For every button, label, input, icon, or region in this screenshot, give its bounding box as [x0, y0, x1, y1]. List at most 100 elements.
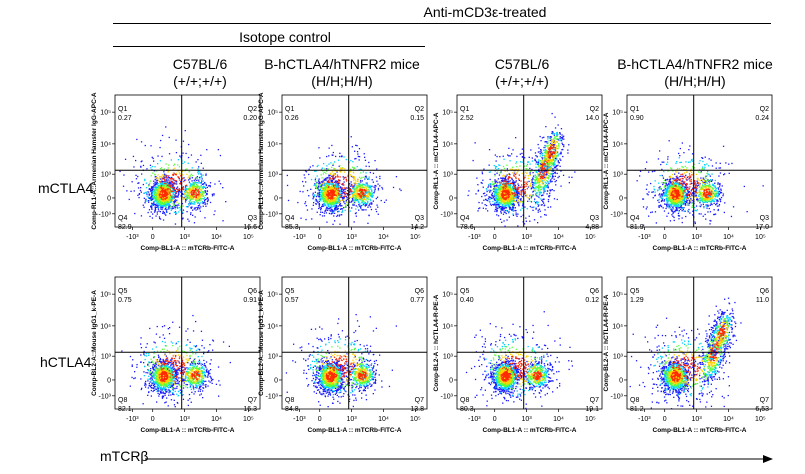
y-tick-label: 10⁵: [442, 292, 453, 299]
x-tick-label: -10³: [126, 416, 139, 423]
quadrant-name: Q5: [118, 288, 127, 295]
y-tick-label: 10⁴: [442, 323, 453, 330]
control-line: [113, 46, 425, 47]
y-tick-label: 10⁴: [100, 141, 111, 148]
flow-plot-svg: Q1 2.52 Q2 14.0 Q3 4.88 Q4 78.6 -10³ 0 10³ 10⁴ 10⁵ -1…: [433, 94, 603, 252]
column-title-4-line1: B-hCTLA4/hTNFR2 mice: [617, 56, 773, 72]
x-tick-label: 10⁴: [723, 416, 734, 423]
y-tick-label: 0: [274, 377, 278, 384]
quadrant-percent: 11.0: [756, 297, 769, 304]
treatment-line: [113, 23, 771, 24]
column-title-2-line2: (H/H;H/H): [311, 73, 373, 89]
flow-plot-svg: Q5 0.57 Q6 0.77 Q7 13.8 Q8 84.8 -10³ 0 10³ 10⁴ 10⁵ -1…: [258, 276, 428, 434]
x-tick-label: 10⁵: [755, 416, 766, 423]
quadrant-name: Q8: [630, 397, 639, 404]
y-axis-title: Comp-BL2-A::Mouse IgG1_k-PE-A: [258, 290, 265, 396]
flow-plot-svg: Q1 0.90 Q2 0.24 Q3 17.0 Q4 81.9 -10³ 0 10³ 10⁴ 10⁵ -1…: [603, 94, 773, 252]
y-tick-label: 10³: [268, 172, 279, 179]
flow-panel-r2-c4: Q5 1.29 Q6 11.0 Q7 6.53 Q8 81.2 -10³ 0 10³ 10⁴ 10⁵ -1…: [600, 276, 790, 452]
y-tick-label: 10³: [613, 172, 624, 179]
quadrant-percent: 81.2: [630, 406, 644, 413]
treatment-header: Anti-mCD3ε-treated: [423, 4, 547, 20]
quadrant-percent: 0.75: [118, 297, 132, 304]
quadrant-percent: 0.57: [285, 297, 299, 304]
quadrant-percent: 0.12: [585, 297, 599, 304]
x-tick-label: 10³: [347, 234, 358, 241]
quadrant-percent: 4.88: [585, 224, 599, 231]
x-axis-title: Comp-BL1-A :: mTCRb-FITC-A: [483, 427, 577, 434]
column-title-2: B-hCTLA4/hTNFR2 mice (H/H;H/H): [257, 56, 427, 90]
column-title-2-line1: B-hCTLA4/hTNFR2 mice: [264, 56, 420, 72]
y-tick-label: 0: [107, 195, 111, 202]
y-tick-label: 10⁵: [100, 110, 111, 117]
x-tick-label: 0: [663, 416, 667, 423]
x-tick-label: 0: [663, 234, 667, 241]
y-tick-label: 10⁵: [100, 292, 111, 299]
column-title-1-line2: (+/+;+/+): [173, 73, 227, 89]
event-cloud: [119, 126, 227, 225]
x-tick-label: 0: [151, 234, 155, 241]
quadrant-name: Q6: [760, 288, 769, 295]
plot-frame: [456, 94, 603, 228]
x-tick-label: 10⁴: [378, 234, 389, 241]
column-title-3: C57BL/6 (+/+;+/+): [437, 56, 607, 90]
column-title-3-line1: C57BL/6: [494, 56, 550, 72]
x-tick-label: 10⁴: [723, 234, 734, 241]
quadrant-name: Q8: [460, 397, 469, 404]
quadrant-percent: 0.20: [243, 115, 257, 122]
x-tick-label: 10³: [692, 234, 703, 241]
quadrant-name: Q3: [760, 215, 769, 222]
y-tick-label: 10⁵: [442, 110, 453, 117]
quadrant-name: Q7: [760, 397, 769, 404]
quadrant-percent: 0.91: [243, 297, 257, 304]
flow-panel-r1-c1: Q1 0.27 Q2 0.20 Q3 16.6 Q4 82.9 -10³ 0 10³ 10⁴ 10⁵ -1…: [88, 92, 278, 270]
x-tick-label: 0: [493, 416, 497, 423]
y-tick-label: -10³: [266, 393, 279, 400]
x-axis-title: Comp-BL1-A :: mTCRb-FITC-A: [141, 427, 235, 434]
y-axis-title: Comp-BL2-A :: hCTLA4-R-PE-A: [603, 294, 610, 391]
plot-frame: [281, 94, 428, 228]
event-cloud: [465, 311, 573, 410]
quadrant-name: Q1: [118, 106, 127, 113]
y-tick-label: 0: [449, 195, 453, 202]
column-title-1: C57BL/6 (+/+;+/+): [115, 56, 285, 90]
x-tick-label: -10³: [293, 234, 306, 241]
flow-plot-svg: Q5 1.29 Q6 11.0 Q7 6.53 Q8 81.2 -10³ 0 10³ 10⁴ 10⁵ -1…: [603, 276, 773, 434]
y-tick-label: 0: [449, 377, 453, 384]
y-tick-label: 10³: [613, 354, 624, 361]
y-tick-label: 0: [274, 195, 278, 202]
quadrant-percent: 0.15: [410, 115, 424, 122]
y-tick-label: 10⁴: [267, 141, 278, 148]
quadrant-name: Q8: [118, 397, 127, 404]
y-tick-label: 10⁵: [267, 110, 278, 117]
y-tick-label: -10³: [266, 211, 279, 218]
x-tick-label: 10⁵: [410, 416, 421, 423]
y-tick-label: 10⁵: [612, 110, 623, 117]
y-axis-title: Comp-BL2-A :: hCTLA4-R-PE-A: [433, 294, 440, 391]
y-axis-title: Comp-RL1-A::Armenian Hamster IgG-APC-A: [258, 92, 265, 230]
y-tick-label: 10⁴: [612, 323, 623, 330]
column-title-3-line2: (+/+;+/+): [495, 73, 549, 89]
quadrant-name: Q4: [630, 215, 639, 222]
x-tick-label: -10³: [638, 416, 651, 423]
y-tick-label: -10³: [611, 211, 624, 218]
x-tick-label: 10⁴: [211, 416, 222, 423]
quadrant-name: Q7: [248, 397, 257, 404]
flow-panel-r1-c4: Q1 0.90 Q2 0.24 Q3 17.0 Q4 81.9 -10³ 0 10³ 10⁴ 10⁵ -1…: [600, 94, 790, 270]
quadrant-percent: 0.77: [410, 297, 424, 304]
quadrant-name: Q1: [285, 106, 294, 113]
row-label-hctla4: hCTLA4: [40, 354, 92, 370]
quadrant-name: Q8: [285, 397, 294, 404]
quadrant-percent: 2.52: [460, 115, 474, 122]
quadrant-name: Q2: [415, 106, 424, 113]
quadrant-name: Q4: [285, 215, 294, 222]
quadrant-percent: 85.3: [285, 224, 299, 231]
y-tick-label: 10⁴: [267, 323, 278, 330]
x-tick-label: 10⁵: [585, 416, 596, 423]
x-tick-label: 10³: [347, 416, 358, 423]
bottom-axis-label: mTCRβ: [100, 448, 149, 464]
quadrant-name: Q7: [590, 397, 599, 404]
quadrant-name: Q1: [460, 106, 469, 113]
y-tick-label: -10³: [441, 211, 454, 218]
event-cloud: [467, 112, 576, 227]
